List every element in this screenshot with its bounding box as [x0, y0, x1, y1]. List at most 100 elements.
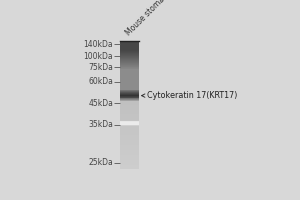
Bar	[120, 64, 139, 65]
Bar	[120, 111, 139, 112]
Bar	[120, 147, 139, 148]
Bar	[120, 81, 139, 82]
Bar	[120, 54, 139, 55]
Bar	[120, 81, 139, 82]
Bar	[120, 105, 139, 106]
Bar	[120, 165, 139, 166]
Bar	[120, 133, 139, 134]
Bar	[120, 164, 139, 165]
Bar	[120, 127, 139, 128]
Bar	[120, 66, 139, 67]
Bar	[120, 68, 139, 69]
Bar	[120, 49, 139, 50]
Bar	[120, 65, 139, 66]
Bar	[120, 117, 139, 118]
Bar	[120, 92, 139, 93]
Bar	[120, 56, 139, 57]
Bar	[120, 131, 139, 132]
Bar	[120, 136, 139, 137]
Bar	[120, 45, 139, 46]
Bar	[120, 112, 139, 113]
Bar	[120, 143, 139, 144]
Bar	[120, 133, 139, 134]
Bar	[120, 159, 139, 160]
Bar	[120, 89, 139, 90]
Bar	[120, 62, 139, 63]
Bar	[120, 42, 139, 43]
Bar	[120, 82, 139, 83]
Text: 35kDa: 35kDa	[88, 120, 113, 129]
Bar	[120, 44, 139, 45]
Bar	[120, 151, 139, 152]
Bar	[120, 77, 139, 78]
Bar	[120, 134, 139, 135]
Bar	[120, 51, 139, 52]
Bar	[120, 110, 139, 111]
Bar	[120, 120, 139, 121]
Bar	[120, 114, 139, 115]
Bar	[120, 58, 139, 59]
Bar	[120, 61, 139, 62]
Text: Cytokeratin 17(KRT17): Cytokeratin 17(KRT17)	[147, 91, 237, 100]
Bar	[120, 88, 139, 89]
Bar	[120, 118, 139, 119]
Bar	[120, 109, 139, 110]
Bar	[120, 96, 139, 97]
Bar	[120, 50, 139, 51]
Bar	[120, 127, 139, 128]
Bar	[120, 128, 139, 129]
Text: Mouse stomach: Mouse stomach	[124, 0, 173, 38]
Bar	[120, 48, 139, 49]
Bar	[120, 100, 139, 101]
Bar	[120, 157, 139, 158]
Bar	[120, 63, 139, 64]
Bar	[120, 110, 139, 111]
Bar	[120, 126, 139, 127]
Bar	[120, 152, 139, 153]
Bar	[120, 167, 139, 168]
Bar	[120, 149, 139, 150]
Text: 25kDa: 25kDa	[88, 158, 113, 167]
Bar	[120, 116, 139, 117]
Bar	[120, 94, 139, 95]
Bar	[120, 41, 139, 42]
Bar	[120, 140, 139, 141]
Bar	[120, 41, 139, 42]
Bar	[120, 143, 139, 144]
Bar	[120, 153, 139, 154]
Bar	[120, 161, 139, 162]
Bar	[120, 164, 139, 165]
Text: 45kDa: 45kDa	[88, 99, 113, 108]
Bar	[120, 84, 139, 85]
Bar	[120, 132, 139, 133]
Bar	[120, 165, 139, 166]
Bar	[120, 46, 139, 47]
Bar	[120, 125, 139, 126]
Bar	[120, 145, 139, 146]
Bar	[120, 87, 139, 88]
Bar	[120, 124, 139, 125]
Bar	[120, 64, 139, 65]
Bar	[120, 55, 139, 56]
Bar	[120, 98, 139, 99]
Bar	[120, 108, 139, 109]
Bar	[120, 156, 139, 157]
Bar	[120, 150, 139, 151]
Bar	[120, 90, 139, 91]
Bar	[120, 140, 139, 141]
Bar	[120, 160, 139, 161]
Bar	[120, 141, 139, 142]
Bar	[120, 86, 139, 87]
Bar	[120, 135, 139, 136]
Bar	[120, 150, 139, 151]
Bar	[120, 168, 139, 169]
Bar	[120, 48, 139, 49]
Text: 75kDa: 75kDa	[88, 63, 113, 72]
Bar	[120, 55, 139, 56]
Bar	[120, 103, 139, 104]
Bar	[120, 70, 139, 71]
Bar	[120, 99, 139, 100]
Bar	[120, 163, 139, 164]
Text: 100kDa: 100kDa	[83, 52, 113, 61]
Bar	[120, 137, 139, 138]
